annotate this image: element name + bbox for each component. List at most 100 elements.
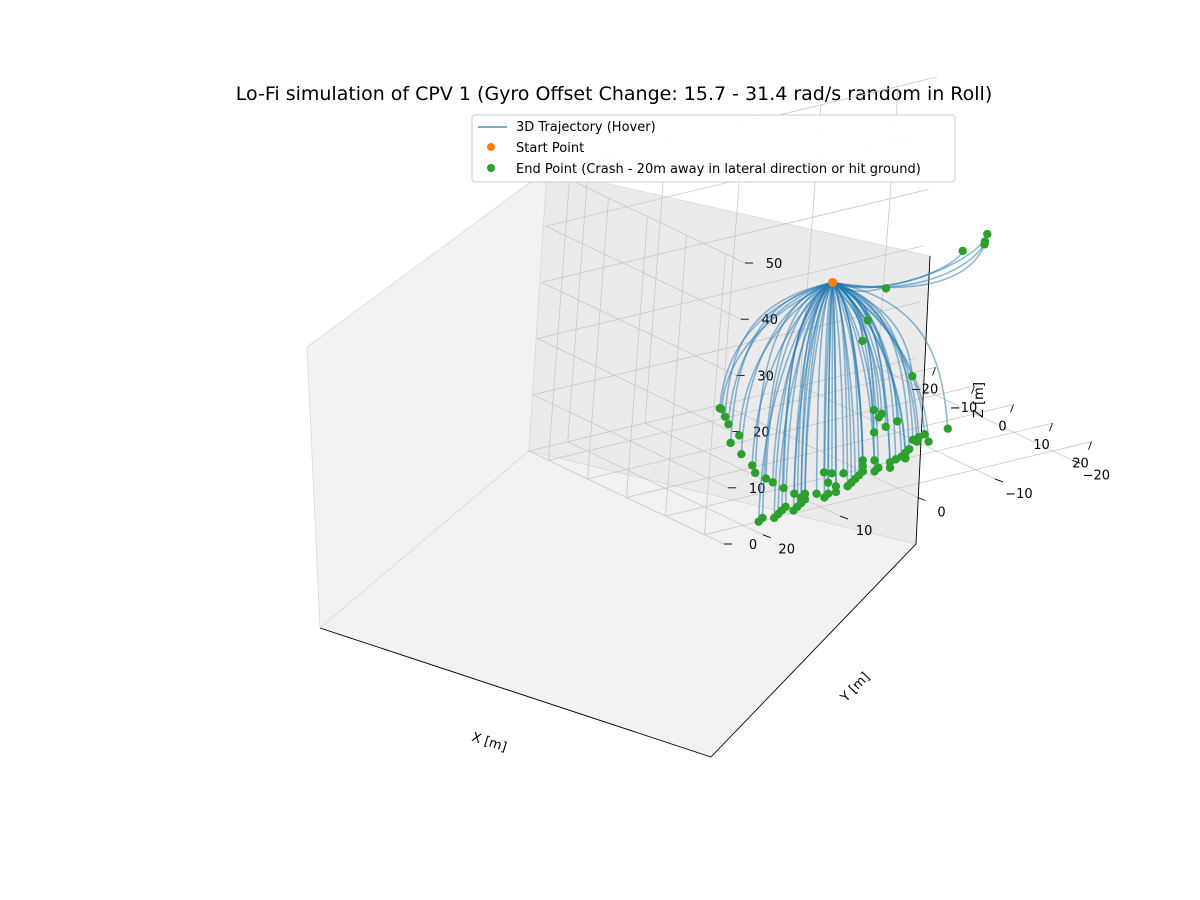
end-point [754,517,763,526]
trajectory-line [832,281,860,476]
end-point [724,419,733,429]
plot-3d-axes: −20 −10 0 10 20 X [m] −20 −10 0 10 20 Y [m] 0 10 2… [306,76,1110,758]
grid-line [644,142,667,424]
trajectory-line [804,282,834,500]
legend-item-end: End Point (Crash - 20m away in lateral d… [487,162,921,177]
end-point [823,478,833,487]
trajectory-line [757,281,834,522]
end-point [790,489,799,498]
grid-line [567,441,763,536]
end-point [869,405,879,415]
grid-line [532,301,921,489]
end-point [893,417,902,426]
y-tick-label: 10 [856,524,873,539]
trajectory-line [727,281,833,425]
trajectory-line [832,281,949,429]
x-tick [932,367,936,376]
y-tick [762,534,771,539]
y-tick-label: 0 [937,506,945,521]
trajectory-line [832,281,911,450]
grid-line [540,189,929,376]
legend: 3D Trajectory (Hover) Start Point End Po… [471,114,956,183]
end-point [748,461,757,470]
end-point [870,456,879,465]
end-point [726,438,735,448]
end-point [715,404,724,413]
trajectory-line [831,282,837,492]
end-point [869,428,879,437]
grid-line [722,404,918,498]
x-tick [1049,422,1053,432]
x-tick-label: 10 [1033,438,1050,453]
end-point [820,493,829,502]
grid-line [536,245,925,432]
trajectory-line [771,281,834,483]
end-point [831,487,841,497]
y-axis-label: Y [m] [837,670,873,706]
x-tick [1010,404,1014,413]
legend-start-marker [487,143,495,151]
end-point [769,513,779,523]
end-point [827,469,837,478]
y-tick [839,515,849,520]
trajectory-line [832,281,891,468]
trajectory-line [718,281,833,409]
y-axis-line [710,543,917,758]
end-point [958,246,967,256]
grid-line [567,160,590,442]
x-axis-label: X [m] [470,730,509,755]
end-point [881,284,891,293]
y-tick-marks: −20 −10 0 10 20 [762,459,1110,558]
end-point [720,412,730,421]
end-point [881,422,890,432]
grid-line [877,366,1073,461]
trajectory-line [765,281,833,479]
end-point [908,372,917,381]
end-point [839,469,848,478]
end-point [843,482,852,491]
y-tick [1072,459,1081,464]
start-point [828,277,838,287]
trajectory-line [751,281,834,466]
grid-line [704,253,726,535]
y-tick-label: −20 [1083,468,1110,483]
z-axis-label: Z [m] [972,382,987,418]
y-tick-label: −10 [1005,487,1032,502]
grid-line [665,235,687,517]
legend-box [471,114,956,183]
z-axis-line [915,255,931,545]
end-point [943,424,952,433]
trajectory-line [831,281,849,487]
end-point [885,463,895,472]
trajectory-line [831,282,834,474]
end-point-series [715,229,992,526]
end-point [735,431,744,440]
x-tick [1088,441,1092,450]
legend-label-start: Start Point [516,141,584,156]
legend-item-trajectory: 3D Trajectory (Hover) [478,120,656,135]
end-point [768,478,777,487]
end-point [874,413,883,422]
z-tick-label: 0 [749,538,757,553]
end-point [751,468,760,478]
trajectory-series [718,233,989,522]
start-point-series [828,277,838,287]
end-point [924,437,933,446]
end-point [819,468,829,477]
x-tick-label: 0 [998,420,1006,435]
grid-line [626,216,648,498]
z-tick-label: 50 [766,257,783,272]
trajectory-line [761,281,833,518]
y-tick [994,478,1004,483]
x-tick [971,385,975,395]
x-tick-label: −10 [950,401,977,416]
legend-item-start: Start Point [487,141,584,156]
end-point [812,489,821,498]
trajectory-line [832,281,897,460]
end-point [761,474,771,483]
x-axis-line [319,627,712,758]
trajectory-line [823,282,834,498]
end-point [863,316,873,325]
